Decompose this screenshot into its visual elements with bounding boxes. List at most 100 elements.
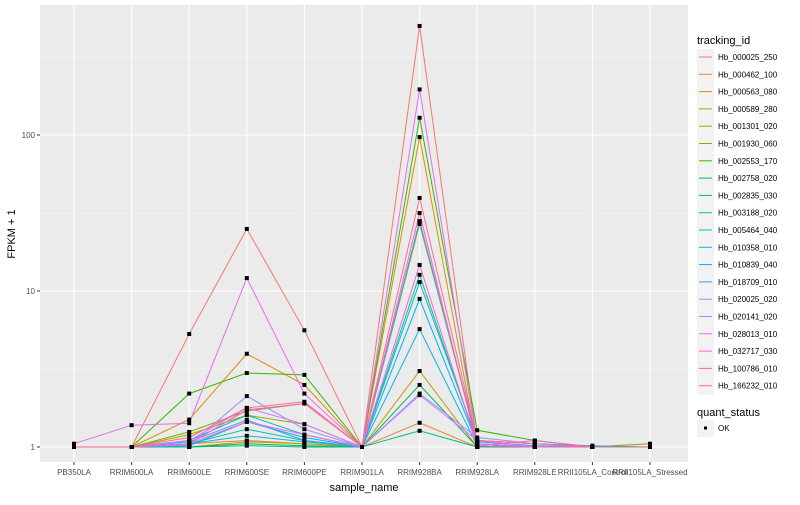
data-point-Hb_000025_250 (417, 23, 422, 28)
data-point-Hb_020141_020 (187, 438, 192, 443)
x-tick-label: RRIM600LE (167, 468, 211, 477)
x-tick-label: RRIM928LE (513, 468, 557, 477)
data-point-Hb_166232_010 (244, 405, 249, 410)
data-point-Hb_028013_010 (302, 391, 307, 396)
data-point-Hb_166232_010 (532, 441, 537, 446)
x-tick-label: RRII105LA_Stressed (612, 468, 687, 477)
data-point-Hb_001301_020 (187, 432, 192, 437)
data-point-Hb_166232_010 (302, 399, 307, 404)
data-point-Hb_003188_020 (244, 427, 249, 432)
legend-label: Hb_002553_170 (718, 157, 778, 166)
data-point-Hb_028013_010 (72, 441, 76, 446)
data-point-Hb_028013_010 (187, 421, 192, 426)
data-point-Hb_032717_030 (302, 432, 307, 437)
data-point-Hb_002835_030 (244, 443, 249, 448)
data-point-Hb_010358_010 (244, 433, 249, 438)
x-tick-label: RRIM928LA (455, 468, 499, 477)
data-point-Hb_010839_040 (417, 296, 422, 301)
data-point-Hb_018709_010 (417, 219, 422, 224)
data-point-Hb_166232_010 (590, 445, 595, 449)
y-tick-label: 100 (22, 131, 36, 140)
legend-label: Hb_010358_010 (718, 243, 778, 252)
y-tick-label: 10 (26, 287, 35, 296)
data-point-Hb_028013_010 (417, 87, 422, 92)
y-tick-label: 1 (31, 443, 36, 452)
data-point-Hb_002553_170 (187, 391, 192, 396)
data-point-Hb_000589_280 (417, 369, 422, 374)
shape-legend-label: OK (718, 424, 730, 433)
data-point-Hb_000563_080 (417, 135, 422, 140)
data-point-Hb_166232_010 (360, 445, 364, 449)
data-point-Hb_003188_020 (417, 272, 422, 277)
legend: tracking_id Hb_000025_250 Hb_000462_100 Hb… (697, 35, 778, 437)
x-tick-label: RRII105LA_Control (558, 468, 628, 477)
data-point-Hb_032717_030 (244, 419, 249, 424)
legend-label: Hb_002758_020 (718, 174, 778, 183)
data-point-Hb_000025_250 (187, 332, 192, 337)
legend-label: Hb_000462_100 (718, 70, 778, 79)
legend-label: Hb_005464_040 (718, 226, 778, 235)
x-tick-label: RRIM600PE (282, 468, 326, 477)
x-tick-label: RRIM600LA (110, 468, 154, 477)
data-point-Hb_020025_020 (475, 435, 480, 440)
legend-label: Hb_020025_020 (718, 295, 778, 304)
legend-label: Hb_000025_250 (718, 53, 778, 62)
data-point-Hb_020025_020 (302, 427, 307, 432)
legend-label: Hb_001301_020 (718, 122, 778, 131)
data-point-Hb_000563_080 (187, 417, 192, 422)
x-tick-label: RRIM600SE (225, 468, 269, 477)
data-point-Hb_166232_010 (72, 445, 76, 449)
legend-label: Hb_000563_080 (718, 88, 778, 97)
panel-background (40, 5, 688, 462)
data-point-Hb_005464_040 (417, 280, 422, 285)
data-point-Hb_010839_040 (302, 435, 307, 440)
square-point-icon (704, 426, 707, 430)
data-point-Hb_000462_100 (417, 420, 422, 425)
data-point-Hb_100786_010 (532, 445, 537, 449)
data-point-Hb_005464_040 (244, 413, 249, 418)
data-point-Hb_100786_010 (475, 443, 480, 448)
legend-label: Hb_002835_030 (718, 191, 778, 200)
legend-label: Hb_032717_030 (718, 347, 778, 356)
data-point-Hb_020141_020 (302, 422, 307, 427)
data-point-Hb_002553_170 (244, 371, 249, 376)
data-point-Hb_020025_020 (244, 394, 249, 399)
data-point-Hb_032717_030 (417, 262, 422, 267)
axes: 1 10 100 PB350LA RRIM600LA RRIM600LE RRIM600SE… (22, 131, 688, 477)
x-tick-label: RRIM901LA (340, 468, 384, 477)
data-point-Hb_032717_030 (532, 438, 537, 443)
legend-title: tracking_id (697, 35, 750, 47)
legend-label: Hb_100786_010 (718, 364, 778, 373)
data-point-Hb_000025_250 (302, 328, 307, 333)
legend-label: Hb_000589_280 (718, 105, 778, 114)
data-point-Hb_002758_020 (417, 382, 422, 387)
legend-label: Hb_028013_010 (718, 330, 778, 339)
data-point-Hb_002835_030 (417, 428, 422, 433)
data-point-Hb_020141_020 (417, 393, 422, 398)
data-point-Hb_166232_010 (129, 445, 134, 449)
x-tick-label: RRIM928BA (397, 468, 442, 477)
data-point-Hb_002553_170 (302, 372, 307, 377)
data-point-Hb_002835_030 (302, 445, 307, 449)
legend-label: Hb_001930_060 (718, 140, 778, 149)
data-point-Hb_166232_010 (648, 445, 652, 449)
data-point-Hb_001930_060 (648, 441, 652, 446)
legend-label: Hb_018709_010 (718, 278, 778, 287)
data-points (72, 23, 652, 449)
legend-label: Hb_020141_020 (718, 313, 778, 322)
data-point-Hb_166232_010 (475, 438, 480, 443)
data-point-Hb_166232_010 (187, 435, 192, 440)
data-point-Hb_002553_170 (417, 115, 422, 120)
data-point-Hb_001930_060 (187, 429, 192, 434)
data-point-Hb_000563_080 (302, 382, 307, 387)
x-axis-title: sample_name (329, 482, 398, 494)
legend-label: Hb_166232_010 (718, 382, 778, 391)
data-point-Hb_002553_170 (475, 428, 480, 433)
data-point-Hb_000563_080 (244, 351, 249, 356)
data-point-Hb_001301_020 (417, 221, 422, 226)
data-point-Hb_000025_250 (244, 226, 249, 231)
data-point-Hb_028013_010 (129, 423, 134, 428)
x-tick-label: PB350LA (57, 468, 91, 477)
data-point-Hb_028013_010 (244, 276, 249, 281)
